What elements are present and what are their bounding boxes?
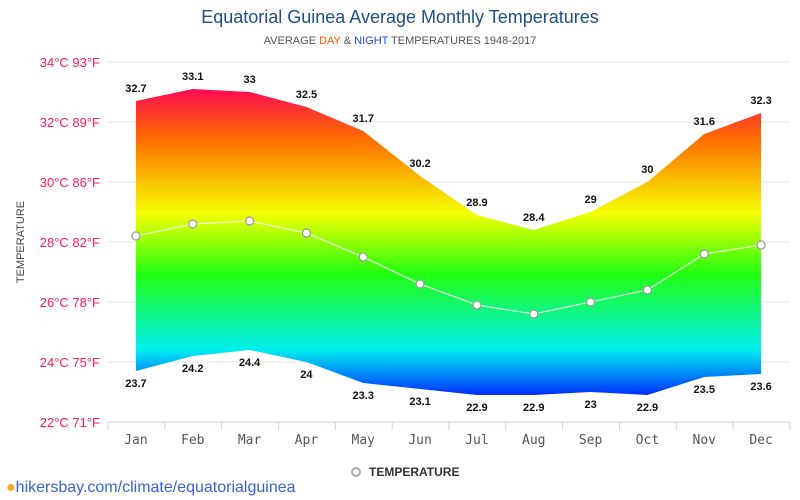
y-tick-label: 34°C 93°F [40,55,100,70]
temperature-line [135,220,762,315]
day-data-label: 33 [243,74,255,86]
night-data-label: 22.9 [637,402,658,414]
day-data-label: 32.5 [296,89,317,101]
subtitle-prefix: AVERAGE [263,35,320,47]
day-data-label: 31.6 [694,116,715,128]
night-data-label: 23 [584,399,596,411]
y-tick-label: 24°C 75°F [40,355,100,370]
legend-label[interactable]: TEMPERATURE [369,465,459,479]
night-data-label: 23.6 [750,381,771,393]
chart-subtitle: AVERAGE DAY & NIGHT TEMPERATURES 1948-20… [0,35,800,47]
chart-title: Equatorial Guinea Average Monthly Temper… [201,7,599,27]
y-tick-label: 30°C 86°F [40,175,100,190]
day-data-label: 31.7 [353,113,374,125]
x-tick-label: Jan [124,433,147,448]
night-data-label: 24.2 [182,363,203,375]
night-data-label: 23.3 [353,390,374,402]
day-data-label: 30 [641,164,653,176]
night-data-label: 23.1 [409,396,430,408]
day-data-label: 33.1 [182,71,203,83]
x-tick-label: Jul [465,433,488,448]
temperature-point [415,279,425,289]
subtitle-mid: & [340,35,355,47]
subtitle-suffix: TEMPERATURES 1948-2017 [388,35,537,47]
temperature-point [472,300,482,310]
y-tick-label: 28°C 82°F [40,235,100,250]
y-tick-label: 32°C 89°F [40,115,100,130]
day-data-label: 28.4 [523,212,545,224]
footer-link-text[interactable]: hikersbay.com/climate/equatorialguinea [15,479,296,496]
temperature-point [188,219,198,229]
day-data-label: 28.9 [466,197,487,209]
x-tick-label: Jun [408,433,431,448]
subtitle-day: DAY [319,35,341,47]
subtitle-night: NIGHT [354,35,389,47]
x-tick-label: Mar [238,433,262,448]
temperature-point [756,240,766,250]
x-tick-label: Sep [579,433,603,448]
temperature-point [585,297,596,307]
y-tick-label: 22°C 71°F [40,415,100,430]
x-tick-label: Oct [636,433,659,448]
temperature-point [244,216,255,226]
x-tick-label: Apr [295,433,319,448]
night-data-label: 22.9 [466,402,487,414]
x-tick-label: May [352,433,376,448]
night-data-label: 24 [300,369,313,381]
temperature-point [131,231,141,241]
night-data-label: 23.5 [694,384,715,396]
location-pin-icon: ● [6,479,16,496]
y-axis-label: TEMPERATURE [15,201,27,283]
day-data-label: 32.7 [125,83,146,95]
night-data-label: 24.4 [239,357,261,369]
footer-link[interactable]: ●hikersbay.com/climate/equatorialguinea [6,479,296,497]
day-night-band [135,89,762,395]
temperature-point [529,309,539,319]
x-tick-label: Dec [749,433,772,448]
x-tick-label: Nov [693,433,717,448]
x-tick-label: Aug [522,433,545,448]
day-data-label: 32.3 [750,95,771,107]
night-data-label: 23.7 [125,378,146,390]
legend-marker [351,467,361,477]
temperature-point [699,249,709,259]
temperature-point [301,228,312,238]
night-data-label: 22.9 [523,402,544,414]
day-data-label: 29 [584,194,596,206]
x-tick-label: Feb [181,433,205,448]
y-tick-label: 26°C 78°F [40,295,100,310]
temperature-point [358,252,368,262]
day-data-label: 30.2 [409,158,430,170]
temperature-point [642,285,653,295]
